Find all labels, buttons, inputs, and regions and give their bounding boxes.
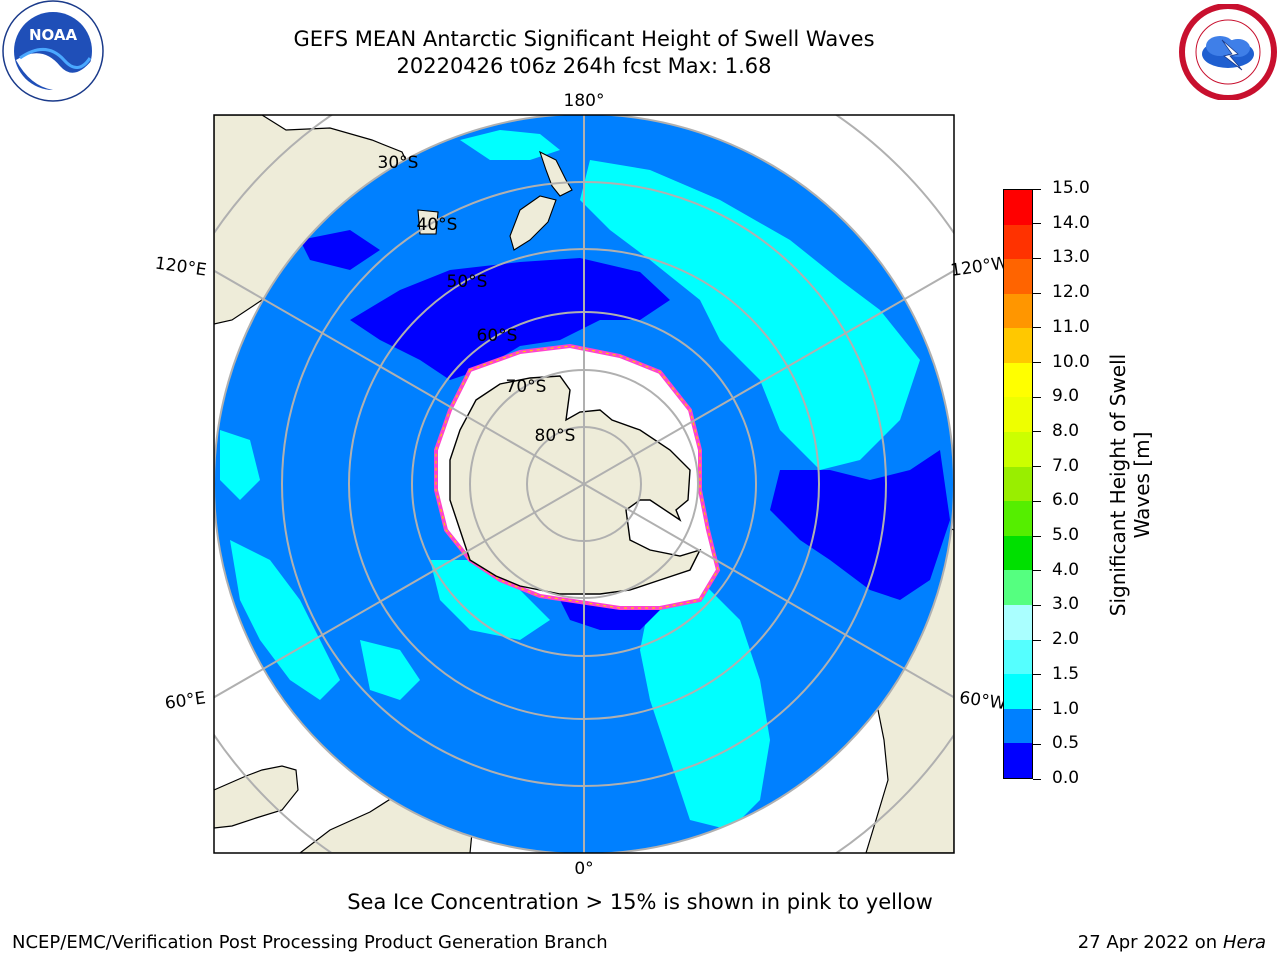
swell-region-low <box>350 258 670 380</box>
colorbar <box>1003 189 1033 779</box>
longitude-grid <box>214 115 954 853</box>
colorbar-tick <box>1033 639 1041 641</box>
colorbar-tick-label: 12.0 <box>1052 282 1090 303</box>
swell-region-cyan <box>640 580 770 830</box>
colorbar-tick <box>1033 431 1041 433</box>
antarctica-land <box>449 375 702 595</box>
lat-label-30s: 30°S <box>378 153 419 173</box>
colorbar-tick-label: 1.0 <box>1052 698 1080 719</box>
map-frame <box>213 114 955 854</box>
footer-credit: NCEP/EMC/Verification Post Processing Pr… <box>12 932 608 953</box>
colorbar-tick-label: 1.5 <box>1052 663 1080 684</box>
colorbar-tick-label: 7.0 <box>1052 455 1080 476</box>
colorbar-tick <box>1033 570 1041 572</box>
colorbar-tick <box>1033 292 1041 294</box>
colorbar-segment <box>1004 328 1032 363</box>
swell-region-low <box>300 230 380 270</box>
swell-region-cyan <box>580 160 920 470</box>
lat-label-50s: 50°S <box>447 272 488 292</box>
colorbar-tick <box>1033 223 1041 225</box>
colorbar-tick <box>1033 188 1041 190</box>
sea-ice-note: Sea Ice Concentration > 15% is shown in … <box>347 890 933 914</box>
colorbar-tick <box>1033 257 1041 259</box>
colorbar-segment <box>1004 708 1032 744</box>
new-zealand-land <box>509 195 557 251</box>
colorbar-tick <box>1033 743 1041 745</box>
svg-text:NOAA: NOAA <box>29 26 78 44</box>
colorbar-tick-label: 0.5 <box>1052 733 1080 754</box>
swell-region-cyan <box>460 130 560 160</box>
corner-blank <box>838 115 954 170</box>
colorbar-segment <box>1004 293 1032 329</box>
colorbar-tick-label: 4.0 <box>1052 559 1080 580</box>
footer-date: 27 Apr 2022 on Hera <box>1078 932 1266 953</box>
new-zealand-land <box>539 150 573 197</box>
colorbar-segment <box>1004 501 1032 536</box>
colorbar-tick <box>1033 466 1041 468</box>
sea-ice-edge <box>435 345 719 609</box>
chart-title: GEFS MEAN Antarctic Significant Height o… <box>293 27 875 51</box>
colorbar-segment <box>1004 397 1032 433</box>
colorbar-tick <box>1033 674 1041 676</box>
lon-label-60w: 60°W <box>958 688 1007 714</box>
lat-label-80s: 80°S <box>535 426 576 446</box>
colorbar-tick-label: 11.0 <box>1052 316 1090 337</box>
colorbar-tick-label: 8.0 <box>1052 420 1080 441</box>
colorbar-tick-label: 15.0 <box>1052 178 1090 198</box>
colorbar-segment <box>1004 570 1032 606</box>
colorbar-tick-label: 3.0 <box>1052 594 1080 615</box>
colorbar-segment <box>1004 432 1032 467</box>
colorbar-label-line2: Waves [m] <box>1130 431 1154 539</box>
colorbar-tick <box>1033 500 1041 502</box>
colorbar-segment <box>1004 224 1032 260</box>
colorbar-tick <box>1033 327 1041 329</box>
noaa-logo: NOAA <box>2 0 104 102</box>
swell-region-cyan <box>220 430 260 500</box>
colorbar-segment <box>1004 362 1032 398</box>
colorbar-tick <box>1033 362 1041 364</box>
colorbar-tick-label: 9.0 <box>1052 386 1080 407</box>
chart-subtitle: 20220426 t06z 264h fcst Max: 1.68 <box>396 54 772 78</box>
swell-region-low <box>770 450 950 600</box>
colorbar-segment <box>1004 639 1032 675</box>
colorbar-label-line1: Significant Height of Swell <box>1106 353 1130 617</box>
colorbar-tick <box>1033 535 1041 537</box>
lon-label-120e: 120°E <box>154 254 208 281</box>
colorbar-tick <box>1033 604 1041 606</box>
national-weather-service-logo <box>1179 4 1277 100</box>
colorbar-tick <box>1033 396 1041 398</box>
swell-region-cyan <box>360 640 420 700</box>
colorbar-segment <box>1004 674 1032 709</box>
colorbar-tick-label: 13.0 <box>1052 247 1090 268</box>
colorbar-tick-label: 0.0 <box>1052 768 1080 788</box>
colorbar-tick-label: 5.0 <box>1052 525 1080 546</box>
colorbar-segment <box>1004 466 1032 502</box>
colorbar-segment <box>1004 535 1032 571</box>
lon-label-180: 180° <box>564 91 605 111</box>
colorbar-segment <box>1004 189 1032 225</box>
lat-label-40s: 40°S <box>417 215 458 235</box>
swell-region-cyan <box>230 540 340 700</box>
colorbar-segment <box>1004 743 1032 778</box>
colorbar-segment <box>1004 605 1032 640</box>
footer-host: Hera <box>1222 932 1266 953</box>
colorbar-segment <box>1004 259 1032 294</box>
madagascar-land <box>214 765 299 829</box>
swell-region-cyan <box>430 560 550 640</box>
colorbar-tick-label: 6.0 <box>1052 490 1080 511</box>
colorbar-tick-label: 14.0 <box>1052 212 1090 233</box>
colorbar-tick-label: 2.0 <box>1052 629 1080 650</box>
colorbar-tick-label: 10.0 <box>1052 351 1090 372</box>
colorbar-tick <box>1033 778 1041 780</box>
lat-label-70s: 70°S <box>506 377 547 397</box>
lon-label-0: 0° <box>574 859 593 879</box>
lon-label-60e: 60°E <box>164 688 207 713</box>
footer-date-text: 27 Apr 2022 on <box>1077 932 1218 953</box>
colorbar-tick <box>1033 709 1041 711</box>
lon-label-120w: 120°W <box>949 253 1009 281</box>
lat-label-60s: 60°S <box>477 326 518 346</box>
colorbar-label: Significant Height of Swell Waves [m] <box>1106 315 1154 655</box>
